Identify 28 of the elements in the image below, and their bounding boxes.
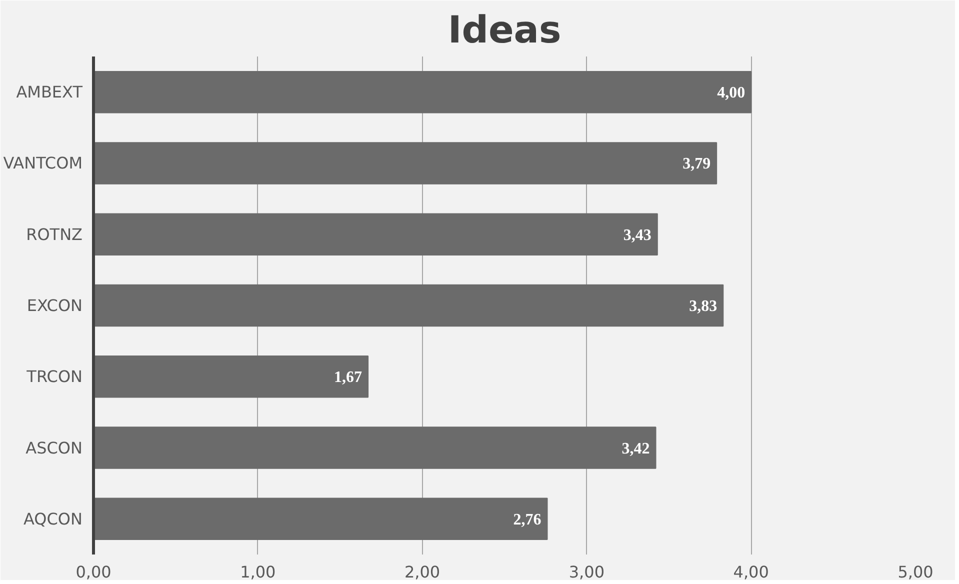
x-tick-label: 2,00 [404, 562, 440, 582]
data-label: 2,76 [513, 511, 542, 528]
x-tick-label: 4,00 [733, 562, 769, 582]
data-label: 3,42 [622, 440, 650, 458]
bar [94, 70, 752, 114]
x-tick-label: 1,00 [240, 562, 276, 582]
chart-title: Ideas [448, 8, 562, 52]
x-tick-label: 3,00 [568, 562, 605, 582]
data-label: 3,83 [689, 298, 718, 315]
y-tick-label: AMBEXT [16, 82, 83, 102]
data-label: 3,79 [682, 156, 711, 173]
y-tick-label: EXCON [26, 296, 82, 315]
x-tick-label: 0,00 [76, 562, 112, 582]
data-label: 3,43 [623, 226, 652, 244]
y-tick-label: ROTNZ [26, 224, 83, 244]
bar [94, 356, 369, 398]
bar [94, 213, 658, 256]
y-tick-label: VANTCOM [3, 154, 83, 173]
bar [94, 498, 548, 540]
y-tick-label: ASCON [26, 438, 83, 458]
data-label: 4,00 [717, 84, 746, 102]
bar [94, 142, 718, 184]
data-label: 1,67 [334, 369, 362, 386]
y-tick-label: AQCON [24, 509, 83, 528]
x-tick-label: 5,00 [898, 562, 934, 582]
y-tick-label: TRCON [26, 367, 82, 386]
bar [94, 284, 724, 327]
bar [94, 426, 656, 469]
